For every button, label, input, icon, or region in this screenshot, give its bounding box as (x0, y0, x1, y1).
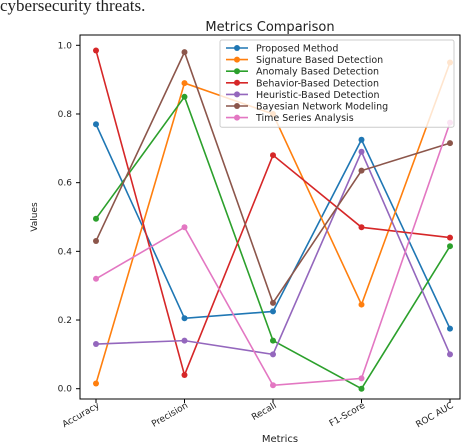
data-point-proposed-method (358, 136, 365, 143)
y-tick-label: 1.0 (58, 41, 73, 51)
x-tick-label: Recall (250, 401, 278, 423)
legend-entry: Proposed Method (256, 44, 338, 55)
x-tick-label: Accuracy (61, 401, 102, 431)
y-tick-label: 0.8 (58, 110, 73, 120)
data-point-heuristic-based-detection (447, 351, 453, 358)
data-point-behavior-based-detection (93, 47, 99, 54)
legend-entry: Time Series Analysis (255, 113, 354, 124)
chart-title: Metrics Comparison (205, 20, 334, 35)
data-point-proposed-method (447, 325, 453, 332)
legend-swatch-marker (234, 45, 240, 51)
x-axis-label: Metrics (262, 434, 298, 445)
data-point-anomaly-based-detection (93, 215, 99, 222)
legend-entry: Bayesian Network Modeling (256, 102, 388, 113)
plot-frame (79, 34, 461, 400)
legend-entry: Anomaly Based Detection (256, 67, 379, 78)
data-point-time-series-analysis (270, 382, 276, 389)
data-point-heuristic-based-detection (93, 341, 99, 348)
data-point-time-series-analysis (181, 224, 188, 231)
y-axis-label: Values (30, 202, 40, 232)
legend-swatch-marker (234, 91, 240, 98)
data-point-heuristic-based-detection (270, 351, 276, 358)
data-point-behavior-based-detection (447, 234, 453, 241)
legend-swatch-marker (234, 68, 240, 75)
data-point-behavior-based-detection (181, 371, 188, 378)
data-point-proposed-method (270, 308, 276, 315)
data-point-signature-based-detection (358, 301, 365, 308)
data-point-signature-based-detection (93, 380, 99, 387)
data-point-bayesian-network-modeling (447, 140, 453, 147)
legend-swatch-marker (234, 56, 240, 63)
data-point-anomaly-based-detection (447, 243, 453, 250)
page-text-fragment: cybersecurity threats. (0, 0, 146, 15)
series-line-heuristic-based-detection (95, 149, 451, 356)
data-point-time-series-analysis (93, 275, 99, 282)
y-tick-label: 0.6 (58, 179, 73, 189)
y-tick-label: 0.0 (58, 385, 73, 395)
data-point-signature-based-detection (181, 80, 188, 87)
x-tick-label: ROC AUC (415, 401, 456, 430)
legend-entry: Heuristic-Based Detection (256, 90, 380, 101)
data-point-behavior-based-detection (358, 224, 365, 231)
y-tick-label: 0.4 (58, 247, 73, 257)
x-tick-label: Precision (150, 401, 190, 430)
data-point-heuristic-based-detection (181, 337, 188, 344)
y-tick-label: 0.2 (58, 316, 72, 326)
data-point-proposed-method (93, 121, 99, 128)
data-point-anomaly-based-detection (270, 337, 276, 344)
data-point-anomaly-based-detection (358, 385, 365, 392)
legend-swatch-marker (234, 79, 240, 86)
data-point-behavior-based-detection (270, 152, 276, 159)
data-point-bayesian-network-modeling (181, 49, 188, 56)
data-point-heuristic-based-detection (358, 148, 365, 155)
legend-swatch-marker (234, 103, 240, 109)
legend-box (219, 39, 455, 128)
legend-swatch-marker (234, 114, 240, 121)
legend-entry: Signature Based Detection (256, 55, 383, 66)
data-point-anomaly-based-detection (181, 93, 188, 100)
data-point-bayesian-network-modeling (358, 167, 365, 174)
data-point-bayesian-network-modeling (270, 299, 276, 306)
series-line-time-series-analysis (95, 122, 451, 387)
data-point-time-series-analysis (358, 375, 365, 382)
x-tick-label: F1-Score (328, 401, 367, 430)
data-point-proposed-method (181, 315, 188, 322)
legend-entry: Behavior-Based Detection (256, 78, 379, 89)
data-point-bayesian-network-modeling (93, 238, 99, 245)
